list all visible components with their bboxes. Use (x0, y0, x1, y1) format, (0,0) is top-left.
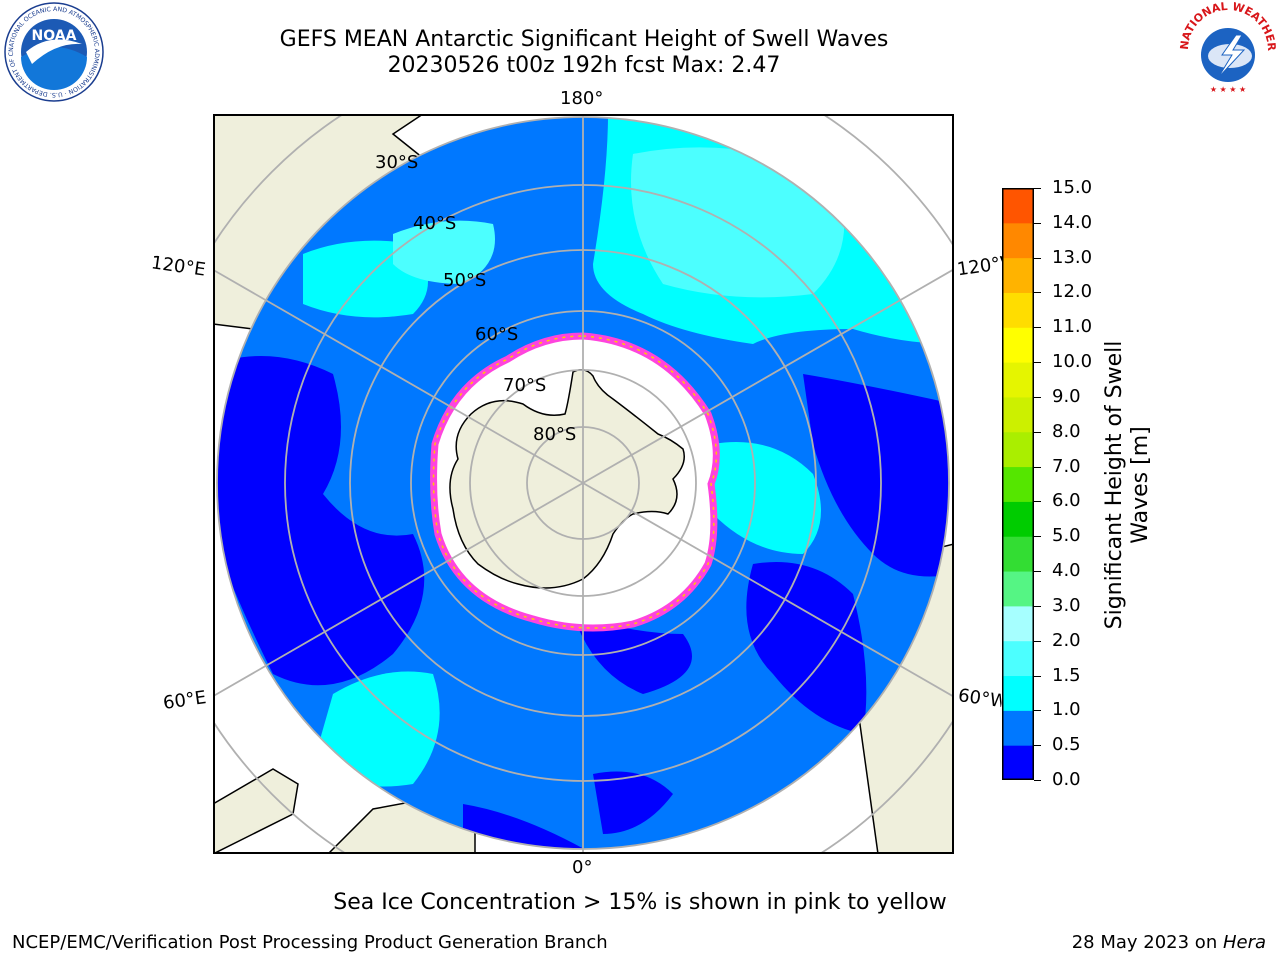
colorbar (1002, 188, 1034, 780)
colorbar-tick-mark (1034, 536, 1041, 538)
colorbar-tick-mark (1034, 640, 1041, 642)
colorbar-segment (1002, 292, 1034, 328)
colorbar-segment (1002, 362, 1034, 398)
antarctica (449, 369, 685, 589)
colorbar-border (1002, 188, 1034, 780)
nws-logo: NATIONAL WEATHER SERVICE ★ ★ ★ ★ (1178, 0, 1278, 98)
colorbar-tick-mark (1034, 327, 1041, 329)
footer-host: Hera (1222, 932, 1266, 953)
lat-label-30s: 30°S (375, 152, 418, 173)
lon-label-0: 0° (572, 857, 593, 878)
lat-label-50s: 50°S (443, 270, 486, 291)
polar-map: 30°S 40°S 50°S 60°S 70°S 80°S (213, 114, 954, 854)
colorbar-tick-label: 7.0 (1052, 455, 1081, 477)
colorbar-tick-label: 12.0 (1052, 281, 1093, 303)
colorbar-segment (1002, 222, 1034, 259)
colorbar-tick-mark (1034, 431, 1041, 433)
colorbar-segment (1002, 605, 1034, 642)
colorbar-tick-label: 10.0 (1052, 351, 1093, 373)
colorbar-tick-label: 0.0 (1052, 769, 1081, 790)
colorbar-segment (1002, 396, 1034, 433)
chart-subtitle: 20230526 t00z 192h fcst Max: 2.47 (387, 53, 781, 78)
colorbar-segment (1002, 501, 1034, 537)
colorbar-tick-label: 2.0 (1052, 629, 1081, 651)
colorbar-segment (1002, 675, 1034, 711)
colorbar-tick-label: 4.0 (1052, 560, 1081, 582)
colorbar-segment (1002, 745, 1034, 780)
lat-label-70s: 70°S (503, 375, 546, 396)
lat-label-80s: 80°S (533, 424, 576, 445)
colorbar-tick-label: 15.0 (1052, 177, 1093, 198)
lon-label-120e: 120°E (149, 252, 207, 281)
colorbar-tick-mark (1034, 188, 1041, 189)
colorbar-tick-label: 1.5 (1052, 664, 1081, 686)
lon-label-60w: 60°W (956, 685, 1004, 712)
colorbar-tick-mark (1034, 675, 1041, 677)
colorbar-segment (1002, 327, 1034, 363)
colorbar-tick-label: 14.0 (1052, 211, 1093, 233)
lon-label-60e: 60°E (161, 687, 208, 714)
sea-ice-note: Sea Ice Concentration > 15% is shown in … (333, 890, 947, 915)
colorbar-segment (1002, 571, 1034, 607)
colorbar-tick-mark (1034, 362, 1041, 364)
colorbar-tick-label: 11.0 (1052, 316, 1093, 338)
colorbar-tick-label: 6.0 (1052, 490, 1081, 512)
colorbar-segment (1002, 640, 1034, 677)
colorbar-segment (1002, 257, 1034, 293)
colorbar-tick-label: 9.0 (1052, 385, 1081, 407)
colorbar-tick-label: 13.0 (1052, 246, 1093, 268)
colorbar-tick-label: 8.0 (1052, 420, 1081, 442)
colorbar-tick-mark (1034, 745, 1041, 747)
colorbar-tick-mark (1034, 222, 1041, 224)
colorbar-tick-mark (1034, 710, 1041, 712)
svg-text:★ ★ ★ ★: ★ ★ ★ ★ (1210, 85, 1246, 94)
colorbar-segment (1002, 431, 1034, 468)
footer-left: NCEP/EMC/Verification Post Processing Pr… (12, 932, 608, 953)
footer-right: 28 May 2023 on Hera (1072, 932, 1266, 953)
colorbar-tick-mark (1034, 257, 1041, 259)
colorbar-tick-mark (1034, 292, 1041, 294)
colorbar-tick-label: 1.0 (1052, 699, 1081, 721)
lat-label-60s: 60°S (475, 324, 518, 345)
footer-date: 28 May 2023 on (1071, 932, 1223, 953)
colorbar-tick-mark (1034, 396, 1041, 398)
chart-title: GEFS MEAN Antarctic Significant Height o… (279, 27, 889, 52)
colorbar-tick-mark (1034, 571, 1041, 573)
colorbar-tick-mark (1034, 605, 1041, 607)
colorbar-tick-label: 0.5 (1052, 734, 1081, 756)
noaa-logo: NATIONAL OCEANIC AND ATMOSPHERIC ADMINIS… (4, 2, 104, 102)
lat-label-40s: 40°S (413, 213, 456, 234)
colorbar-segment (1002, 536, 1034, 572)
lon-label-180: 180° (560, 88, 604, 109)
colorbar-segment (1002, 188, 1034, 224)
colorbar-segment (1002, 466, 1034, 502)
lon-grid (213, 114, 954, 854)
colorbar-tick-label: 5.0 (1052, 525, 1081, 547)
lon-label-120w: 120°W (955, 252, 1009, 281)
noaa-text: NOAA (32, 28, 77, 44)
colorbar-segment (1002, 710, 1034, 746)
colorbar-label: Significant Height of Swell Waves [m] (1102, 340, 1153, 630)
colorbar-tick-label: 3.0 (1052, 594, 1081, 616)
colorbar-tick-mark (1034, 780, 1041, 781)
colorbar-tick-mark (1034, 466, 1041, 468)
colorbar-tick-mark (1034, 501, 1041, 503)
